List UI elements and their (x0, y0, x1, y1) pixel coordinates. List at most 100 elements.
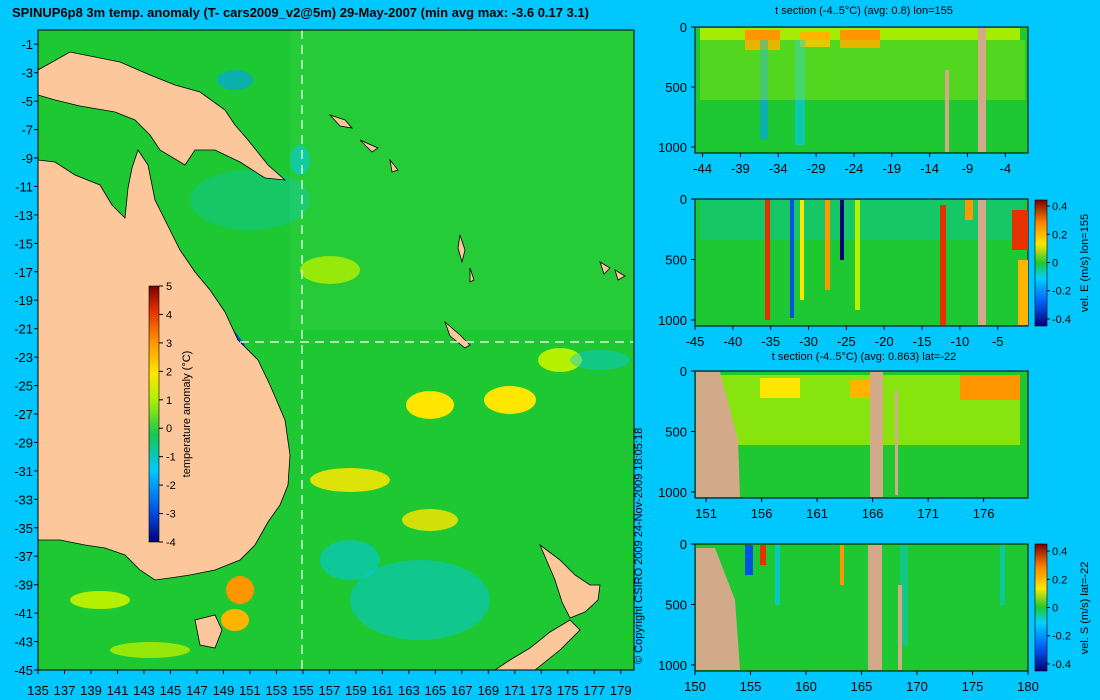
section-x-tick-label: -34 (769, 161, 788, 176)
section-x-tick-label: -45 (686, 334, 705, 349)
map-x-tick-label: 165 (424, 683, 446, 698)
colorbar-tick-label: 2 (166, 366, 172, 378)
new-zealand-south (494, 619, 581, 670)
section-x-tick-label: 180 (1017, 679, 1039, 694)
map-x-tick-label: 157 (319, 683, 341, 698)
section-x-tick-label: 156 (751, 506, 773, 521)
panel2-colorbar (1034, 199, 1048, 327)
colorbar-tick-label: 0 (166, 423, 172, 435)
map-x-tick-label: 161 (372, 683, 394, 698)
solomon-islands (328, 114, 399, 173)
colorbar-tick-label: 3 (166, 338, 172, 350)
map-x-tick-label: 177 (583, 683, 605, 698)
colorbar-tick-label: 4 (166, 309, 172, 321)
map-y-tick-label: -9 (21, 151, 33, 166)
panel4-plot (694, 543, 1029, 672)
section-y-tick-label: 0 (680, 537, 687, 552)
velocity-colorbar-tick-label: -0.4 (1052, 659, 1071, 671)
land-masses (38, 51, 626, 670)
velocity-colorbar-tick-label: 0.4 (1052, 546, 1067, 558)
map-y-tick-label: -5 (21, 94, 33, 109)
colorbar-scale (148, 285, 160, 543)
section-x-tick-label: 160 (795, 679, 817, 694)
panel4-x-ticks: 150 155 160 165 170 175 180 (684, 671, 1039, 694)
panel2-y-ticks: 0 500 1000 (658, 192, 695, 328)
section-x-tick-label: -30 (799, 334, 818, 349)
velocity-colorbar-tick-label: -0.2 (1052, 631, 1071, 643)
map-x-tick-label: 141 (107, 683, 129, 698)
section-y-tick-label: 1000 (658, 658, 687, 673)
vanuatu (457, 234, 475, 283)
colorbar-label: temperature anomaly (°C) (181, 351, 193, 478)
map-y-tick-label: -25 (14, 379, 33, 394)
map-y-tick-label: -29 (14, 435, 33, 450)
colorbar-tick-label: -1 (166, 452, 176, 464)
velocity-colorbar-tick-label: -0.4 (1052, 314, 1071, 326)
panel2-colorbar-label: vel. E (m/s) lon=155 (1079, 214, 1091, 312)
panel2-colorbar-ticks: 0.4 0.2 0 -0.2 -0.4 (1047, 201, 1071, 326)
map-x-tick-label: 179 (610, 683, 632, 698)
section-y-tick-label: 1000 (658, 140, 687, 155)
temperature-colorbar: 5 4 3 2 1 0 -1 -2 -3 -4 temperature anomaly (°C) (148, 281, 193, 549)
map-y-tick-label: -41 (14, 606, 33, 621)
map-y-tick-label: -11 (15, 179, 33, 194)
section-y-tick-label: 500 (665, 252, 687, 267)
map-x-ticks: 135 137 139 141 143 145 147 149 151 153 155 157 159 1… (27, 670, 632, 698)
section-panel-4: 150 155 160 165 170 175 180 0 500 1000 0.4 0.2 0 -0… (658, 537, 1091, 694)
section-y-tick-label: 0 (680, 364, 687, 379)
velocity-colorbar-tick-label: -0.2 (1052, 286, 1071, 298)
map-title: SPINUP6p8 3m temp. anomaly (T- cars2009_… (12, 5, 589, 20)
colorbar-tick-label: 1 (166, 395, 172, 407)
map-y-tick-label: -35 (14, 521, 33, 536)
map-x-tick-label: 137 (54, 683, 76, 698)
panel1-land (978, 28, 986, 152)
section-x-tick-label: 176 (973, 506, 995, 521)
colorbar-ticks: 5 4 3 2 1 0 -1 -2 -3 -4 (159, 281, 176, 549)
map-frame (37, 29, 635, 671)
map-x-tick-label: 171 (504, 683, 526, 698)
section-x-tick-label: 161 (806, 506, 828, 521)
map-x-tick-label: 135 (27, 683, 49, 698)
map-y-tick-label: -45 (14, 663, 33, 678)
section-x-tick-label: -40 (723, 334, 742, 349)
panel1-title: t section (-4..5°C) (avg: 0.8) lon=155 (775, 5, 953, 17)
section-x-tick-label: -4 (1000, 161, 1012, 176)
panel3-x-ticks: 151 156 161 166 171 176 (695, 498, 994, 521)
map-y-tick-label: -21 (14, 322, 33, 337)
panel4-colorbar-ticks: 0.4 0.2 0 -0.2 -0.4 (1047, 546, 1071, 671)
section-x-tick-label: -29 (807, 161, 826, 176)
panel3-land (696, 372, 740, 497)
map-x-tick-label: 147 (186, 683, 208, 698)
map-y-tick-label: -43 (14, 635, 33, 650)
map-x-tick-label: 139 (80, 683, 102, 698)
section-x-tick-label: -39 (731, 161, 750, 176)
section-x-tick-label: -5 (992, 334, 1004, 349)
map-x-tick-label: 169 (477, 683, 499, 698)
section-x-tick-label: -14 (920, 161, 939, 176)
section-y-tick-label: 1000 (658, 485, 687, 500)
section-y-tick-label: 0 (680, 20, 687, 35)
map-y-tick-label: -3 (21, 66, 33, 81)
section-x-tick-label: 165 (851, 679, 873, 694)
map-x-tick-label: 149 (213, 683, 235, 698)
section-x-tick-label: -9 (962, 161, 974, 176)
anomaly-patches (70, 30, 634, 658)
map-y-tick-label: -31 (14, 464, 33, 479)
map-x-tick-label: 151 (239, 683, 261, 698)
section-x-tick-label: -35 (761, 334, 780, 349)
map-x-tick-label: 159 (345, 683, 367, 698)
velocity-colorbar-tick-label: 0 (1052, 258, 1058, 270)
section-y-tick-label: 500 (665, 597, 687, 612)
colorbar-tick-label: -4 (166, 537, 176, 549)
section-x-tick-label: 171 (917, 506, 939, 521)
map-x-tick-label: 153 (266, 683, 288, 698)
panel1-x-ticks: -44 -39 -34 -29 -24 -19 -14 -9 -4 (693, 153, 1011, 176)
map-x-tick-label: 155 (292, 683, 314, 698)
panel3-y-ticks: 0 500 1000 (658, 364, 695, 500)
new-zealand-north (539, 543, 601, 619)
section-panel-3: t section (-4..5°C) (avg: 0.863) lat=-22… (658, 351, 1029, 521)
section-y-tick-label: 500 (665, 80, 687, 95)
map-y-tick-label: -13 (14, 208, 33, 223)
section-x-tick-label: -19 (882, 161, 901, 176)
